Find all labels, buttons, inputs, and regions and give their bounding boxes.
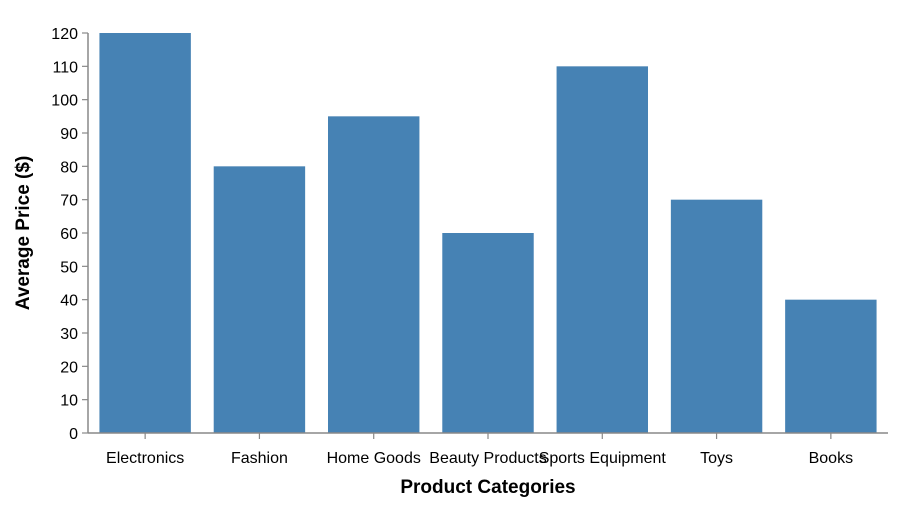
y-tick-label: 80	[60, 159, 78, 176]
y-tick-label: 120	[51, 26, 78, 43]
bar-toys	[670, 199, 763, 433]
bar-beauty-products	[442, 233, 534, 433]
y-tick-label: 70	[60, 193, 78, 210]
y-tick-label: 90	[60, 126, 78, 143]
x-tick-label: Electronics	[106, 450, 184, 467]
x-tick-label: Beauty Products	[429, 450, 546, 467]
y-tick-label: 40	[60, 293, 78, 310]
bar-books	[785, 299, 877, 433]
y-tick-label: 20	[60, 359, 78, 376]
x-axis-title: Product Categories	[400, 477, 575, 498]
y-tick-label: 50	[60, 259, 78, 276]
y-tick-label: 0	[69, 426, 78, 443]
y-tick-label: 100	[51, 93, 78, 110]
x-tick-label: Home Goods	[327, 450, 421, 467]
x-tick-label: Books	[809, 450, 853, 467]
bar-fashion	[213, 166, 306, 433]
x-tick-label: Sports Equipment	[539, 450, 667, 467]
x-tick-label: Fashion	[231, 450, 288, 467]
bars-layer	[99, 33, 877, 433]
y-tick-label: 110	[52, 59, 78, 76]
x-axis: Electronics Fashion Home Goods Beauty Produ…	[88, 432, 888, 467]
bar-sports-equipment	[556, 66, 648, 433]
y-tick-label: 30	[60, 326, 78, 343]
bar-electronics	[99, 33, 191, 433]
y-axis: 0 10 20 30 40 50 60 70 80 90 100 110 120	[51, 26, 89, 443]
x-tick-label: Toys	[700, 450, 733, 467]
y-axis-title: Average Price ($)	[13, 156, 34, 311]
bar-home-goods	[328, 116, 420, 433]
y-tick-label: 10	[60, 393, 78, 410]
y-tick-label: 60	[60, 226, 78, 243]
